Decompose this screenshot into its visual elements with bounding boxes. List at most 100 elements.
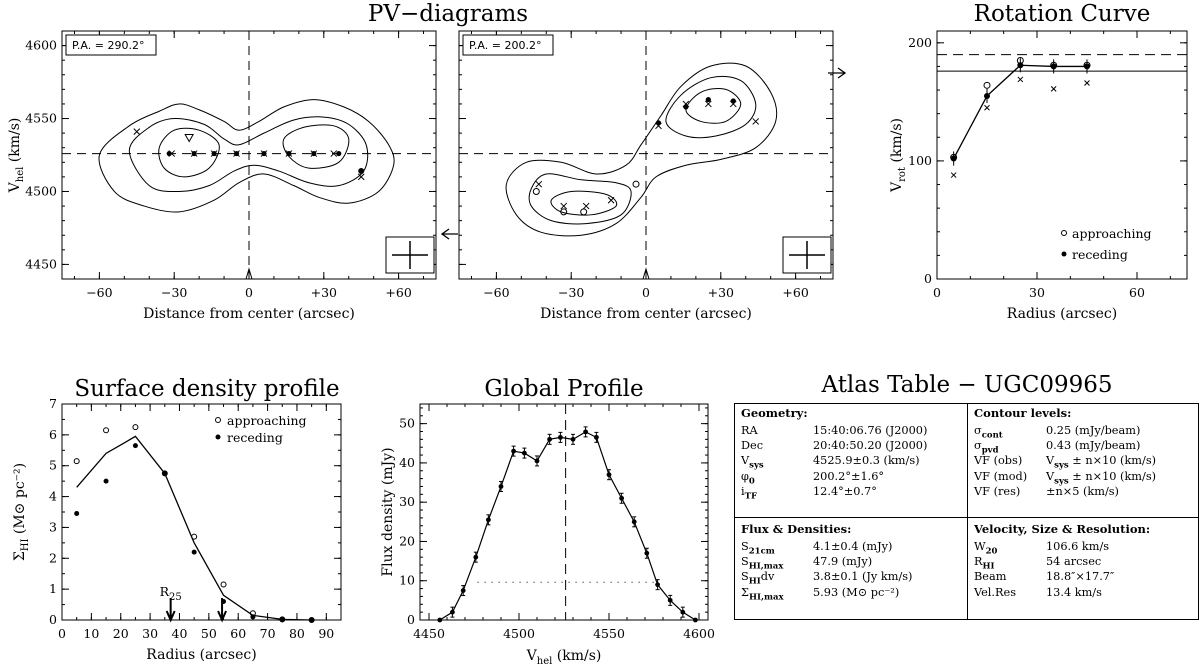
receding-point bbox=[191, 549, 197, 555]
contour-line bbox=[528, 173, 632, 225]
approaching-point bbox=[132, 424, 139, 431]
legend-approaching-label: approaching bbox=[1072, 226, 1152, 241]
key-text: V bbox=[741, 454, 750, 468]
velocity-key: Beam bbox=[974, 569, 1046, 584]
surface-xtick-label: 60 bbox=[230, 626, 246, 641]
pv2-xlabel: Distance from center (arcsec) bbox=[540, 306, 752, 322]
geometry-key: RA bbox=[741, 423, 813, 438]
receding-point bbox=[74, 511, 80, 517]
data-circle bbox=[532, 187, 540, 195]
key-subscript: sys bbox=[749, 460, 764, 471]
pa-label: P.A. = 200.2° bbox=[469, 39, 541, 52]
data-cross bbox=[560, 202, 568, 210]
profile-point bbox=[570, 436, 576, 442]
global-ylabel: Flux density (mJy) bbox=[380, 447, 396, 576]
bottom-marker bbox=[642, 267, 650, 280]
profile-point bbox=[583, 429, 588, 435]
approaching-point bbox=[1016, 57, 1024, 65]
geometry-key: Dec bbox=[741, 438, 813, 453]
pv-title: PV−diagrams bbox=[368, 1, 528, 27]
key-text: Σ bbox=[741, 585, 749, 599]
surface-ytick-label: 5 bbox=[49, 458, 57, 473]
rhi-arrow bbox=[217, 598, 227, 623]
geometry-value: 200.2°±1.6° bbox=[813, 469, 961, 484]
contour-value: Vsys ± n×10 (km/s) bbox=[1046, 469, 1194, 486]
approaching-arrow bbox=[440, 228, 458, 240]
surface-ytick-label: 2 bbox=[49, 550, 57, 565]
surface-ytick-label: 1 bbox=[49, 581, 57, 596]
key-subscript: pvd bbox=[981, 445, 999, 456]
data-cross bbox=[133, 128, 141, 136]
contour-value: ±n×5 (km/s) bbox=[1046, 484, 1194, 499]
surface-xtick-label: 50 bbox=[201, 626, 217, 641]
pv2-xtick-label: −30 bbox=[558, 285, 584, 300]
flux-value: 47.9 (mJy) bbox=[813, 554, 961, 569]
pv-diagram-2: −60 −30 0 +30 +60 Distance from center (arcse… bbox=[440, 30, 847, 322]
contour-key: VF (obs) bbox=[974, 453, 1046, 468]
value-text: 54 arcsec bbox=[1046, 555, 1102, 569]
profile-point bbox=[511, 448, 516, 454]
contour-line bbox=[665, 75, 757, 139]
data-circle bbox=[560, 208, 568, 216]
key-text: S bbox=[741, 540, 749, 553]
geometry-value: 12.4°±0.7° bbox=[813, 484, 961, 499]
velocity-section: Velocity, Size & Resolution: W20 106.6 km… bbox=[968, 520, 1200, 602]
data-point bbox=[683, 104, 689, 110]
bottom-marker bbox=[245, 267, 253, 280]
flux-value: 3.8±0.1 (Jy km/s) bbox=[813, 569, 961, 584]
surface-xtick-label: 0 bbox=[58, 626, 66, 641]
profile-point bbox=[486, 517, 491, 523]
surface-xtick-label: 40 bbox=[172, 626, 188, 641]
rotation-ylabel: Vrot (km/s) bbox=[889, 118, 908, 193]
rotation-frame bbox=[936, 30, 1188, 280]
data-cross bbox=[190, 150, 198, 157]
geometry-heading: Geometry: bbox=[741, 406, 808, 420]
pa-label-box bbox=[65, 34, 157, 56]
global-xlabel: Vhel (km/s) bbox=[526, 648, 602, 667]
pa-label-box bbox=[462, 34, 554, 56]
data-circle bbox=[580, 208, 588, 216]
pv1-xtick-label: 0 bbox=[245, 285, 253, 300]
velocity-row: Beam 18.8″×17.7″ bbox=[974, 569, 1194, 584]
key-text: S bbox=[741, 570, 749, 584]
rotation-curve-chart: Rotation Curve 0 30 60 0 100 200 Radius (arcsec… bbox=[889, 1, 1188, 322]
contour-line bbox=[98, 99, 395, 213]
legend-receding-label: receding bbox=[227, 430, 283, 445]
profile-point bbox=[522, 450, 527, 456]
value-text: 20:40:50.20 (J2000) bbox=[813, 439, 928, 453]
contour-key: VF (mod) bbox=[974, 469, 1046, 484]
data-triangle bbox=[184, 133, 195, 143]
profile-point bbox=[594, 434, 599, 440]
geometry-row: RA 15:40:06.76 (J2000) bbox=[741, 423, 961, 438]
receding-point bbox=[103, 478, 109, 484]
profile-point bbox=[606, 472, 612, 478]
data-cross bbox=[310, 150, 318, 157]
surface-ytick-label: 3 bbox=[49, 519, 57, 534]
receding-point bbox=[132, 443, 138, 449]
contour-value: Vsys ± n×10 (km/s) bbox=[1046, 453, 1194, 470]
approaching-point bbox=[73, 458, 80, 465]
table-divider-vertical bbox=[967, 404, 968, 619]
contour-heading: Contour levels: bbox=[974, 406, 1072, 420]
rotation-ytick-label: 200 bbox=[908, 35, 932, 50]
global-xtick-label: 4600 bbox=[683, 626, 715, 641]
global-ytick-label: 50 bbox=[399, 416, 415, 431]
profile-point bbox=[460, 588, 466, 593]
flux-key: ΣHI,max bbox=[741, 585, 813, 602]
table-divider-horizontal bbox=[735, 517, 1198, 518]
contour-row: VF (res) ±n×5 (km/s) bbox=[974, 484, 1194, 499]
velocity-value: 106.6 km/s bbox=[1046, 539, 1194, 554]
velocity-row: RHI 54 arcsec bbox=[974, 554, 1194, 571]
data-point-filled bbox=[358, 168, 365, 175]
value-text: V bbox=[1046, 454, 1055, 468]
profile-point bbox=[547, 436, 552, 442]
surface-xtick-label: 10 bbox=[83, 626, 99, 641]
data-cross bbox=[357, 173, 365, 181]
rotation-cross bbox=[950, 172, 957, 178]
geometry-row: Dec 20:40:50.20 (J2000) bbox=[741, 438, 961, 453]
profile-point bbox=[655, 582, 660, 588]
data-point bbox=[730, 98, 736, 104]
pv2-xtick-label: 0 bbox=[642, 285, 650, 300]
value-suffix: ± n×10 (km/s) bbox=[1068, 469, 1157, 483]
